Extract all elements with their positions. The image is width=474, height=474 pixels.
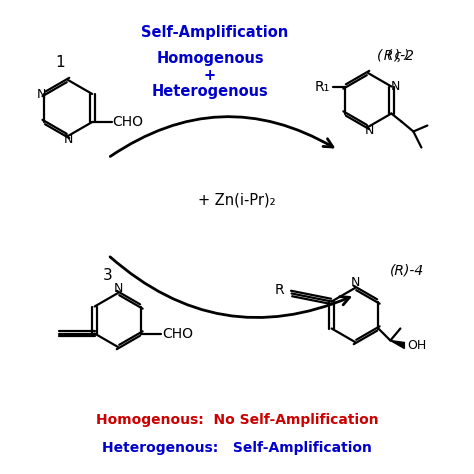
Text: Heterogenous: Heterogenous [152, 83, 268, 99]
Text: ( ς ): ( ς ) [387, 48, 409, 62]
Text: CHO: CHO [162, 327, 193, 340]
Text: (R)-4: (R)-4 [390, 263, 424, 277]
Text: + Zn(i-Pr)₂: + Zn(i-Pr)₂ [198, 192, 276, 208]
Text: ( R )-2: ( R )-2 [377, 48, 414, 62]
Text: N: N [64, 133, 73, 146]
Text: CHO: CHO [113, 115, 144, 129]
Text: N: N [365, 124, 374, 137]
Text: Homogenous:  No Self-Amplification: Homogenous: No Self-Amplification [96, 413, 378, 427]
Text: R₁: R₁ [315, 80, 330, 93]
Text: 3: 3 [103, 267, 113, 283]
Text: Homogenous: Homogenous [156, 51, 264, 65]
Text: OH: OH [407, 339, 426, 352]
Text: N: N [113, 282, 123, 294]
Text: +: + [204, 67, 216, 82]
Polygon shape [391, 340, 404, 348]
Text: R: R [275, 283, 284, 297]
Text: N: N [37, 88, 46, 100]
Text: Self-Amplification: Self-Amplification [141, 25, 289, 39]
Text: N: N [391, 80, 400, 93]
Text: N: N [350, 276, 360, 290]
Text: Heterogenous:   Self-Amplification: Heterogenous: Self-Amplification [102, 441, 372, 455]
Text: 1: 1 [55, 55, 65, 70]
